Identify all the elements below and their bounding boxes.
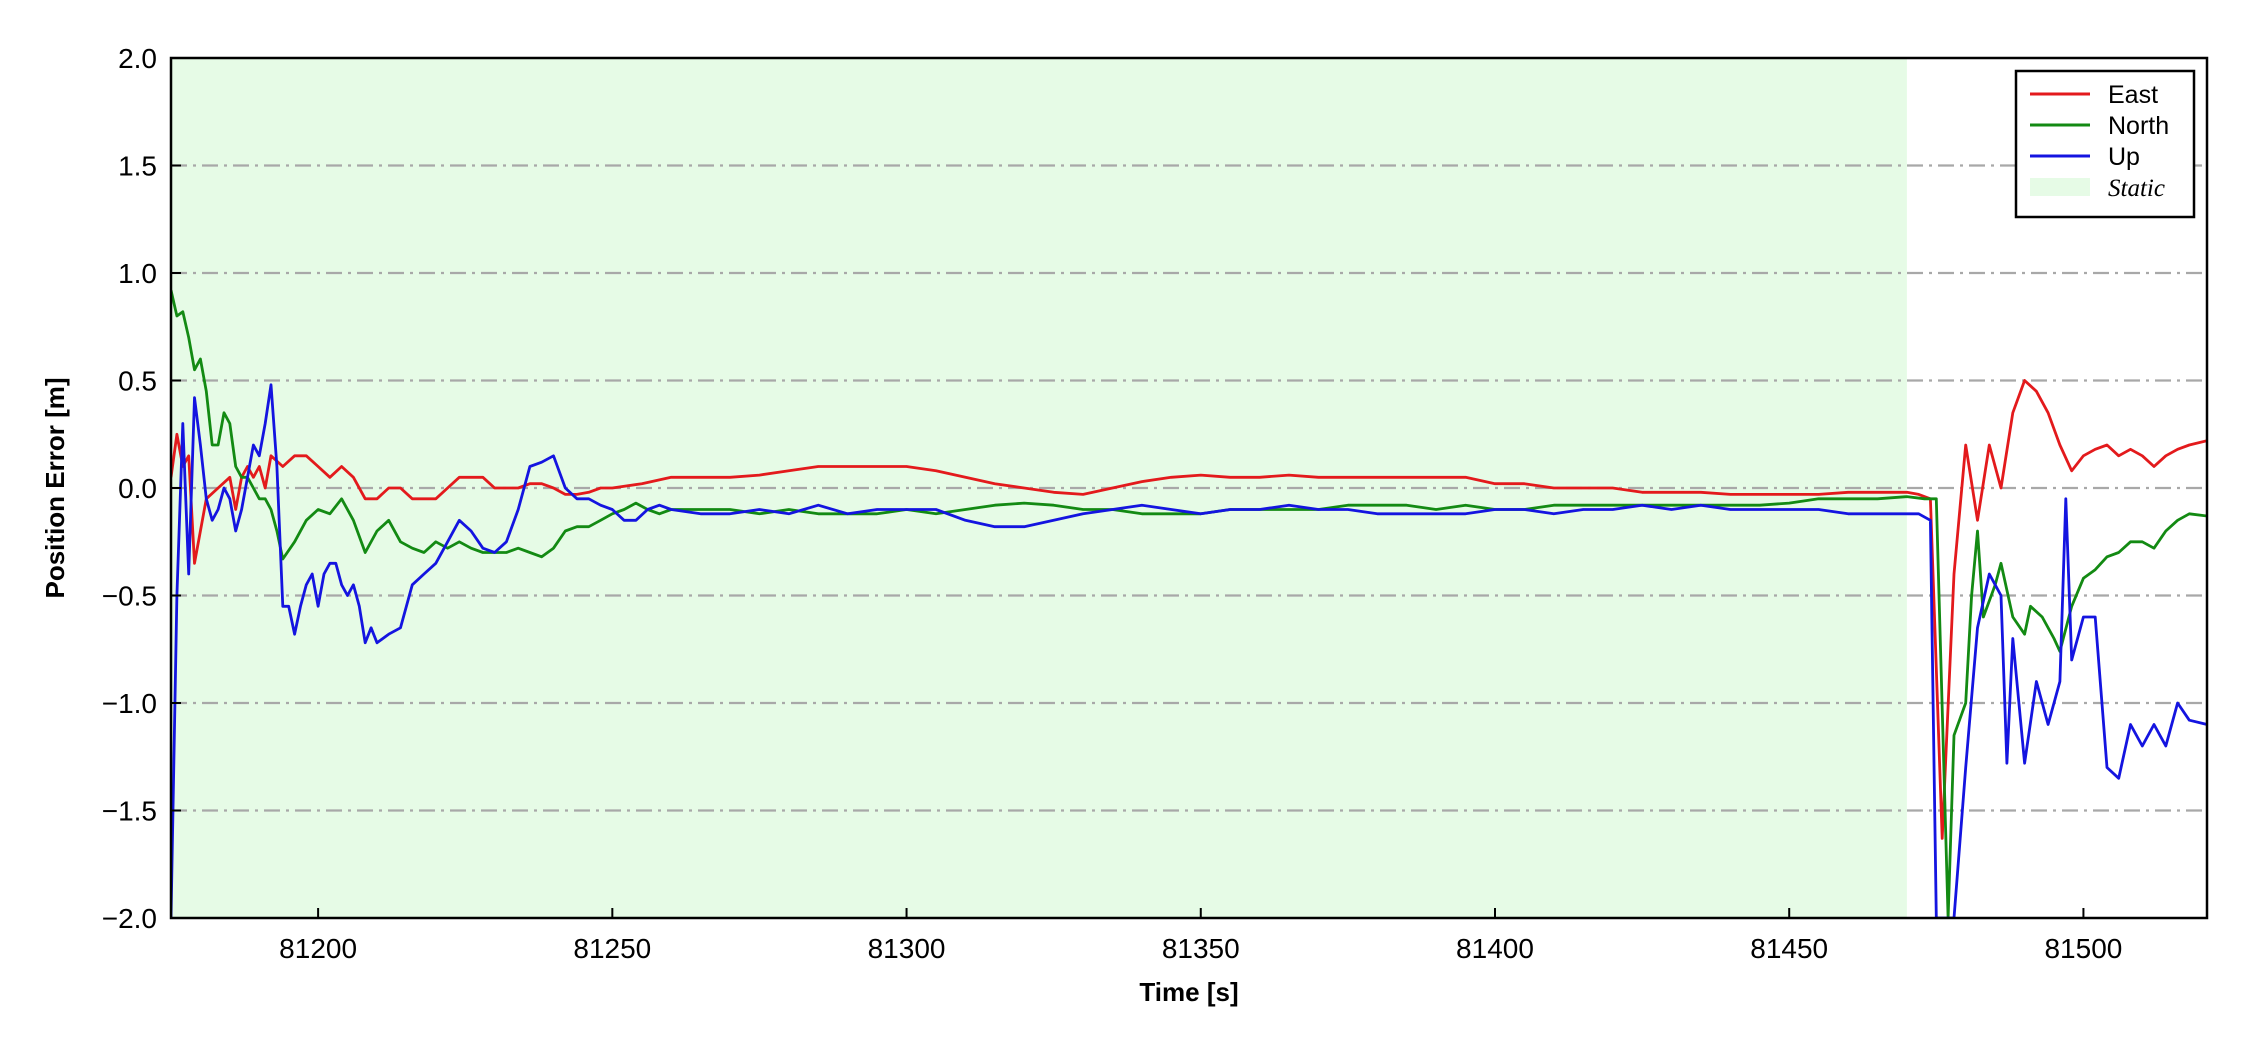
x-axis-title: Time [s] (1139, 977, 1238, 1007)
x-tick-label: 81400 (1456, 933, 1534, 964)
y-tick-label: 1.5 (118, 151, 157, 182)
x-tick-label: 81350 (1162, 933, 1240, 964)
y-tick-label: −2.0 (102, 903, 157, 934)
y-tick-label: 2.0 (118, 43, 157, 74)
y-tick-label: −0.5 (102, 581, 157, 612)
legend-label-up: Up (2108, 143, 2140, 171)
series-line-up (171, 383, 2207, 918)
x-tick-label: 81300 (868, 933, 946, 964)
y-tick-label: −1.5 (102, 796, 157, 827)
series-line-north (171, 289, 2207, 918)
legend-label-east: East (2108, 81, 2158, 109)
y-tick-label: 0.5 (118, 366, 157, 397)
legend-swatch-static (2030, 178, 2090, 196)
x-tick-label: 81250 (573, 933, 651, 964)
legend-label-north: North (2108, 112, 2169, 140)
chart-legend: East North Up Static (2014, 69, 2196, 219)
y-tick-label: 0.0 (118, 473, 157, 504)
legend-label-static: Static (2108, 175, 2165, 202)
y-tick-label: −1.0 (102, 688, 157, 719)
y-axis-title: Position Error [m] (40, 377, 70, 598)
y-tick-label: 1.0 (118, 258, 157, 289)
series-line-east (171, 379, 2207, 840)
x-tick-label: 81500 (2044, 933, 2122, 964)
x-tick-label: 81450 (1750, 933, 1828, 964)
x-tick-label: 81200 (279, 933, 357, 964)
